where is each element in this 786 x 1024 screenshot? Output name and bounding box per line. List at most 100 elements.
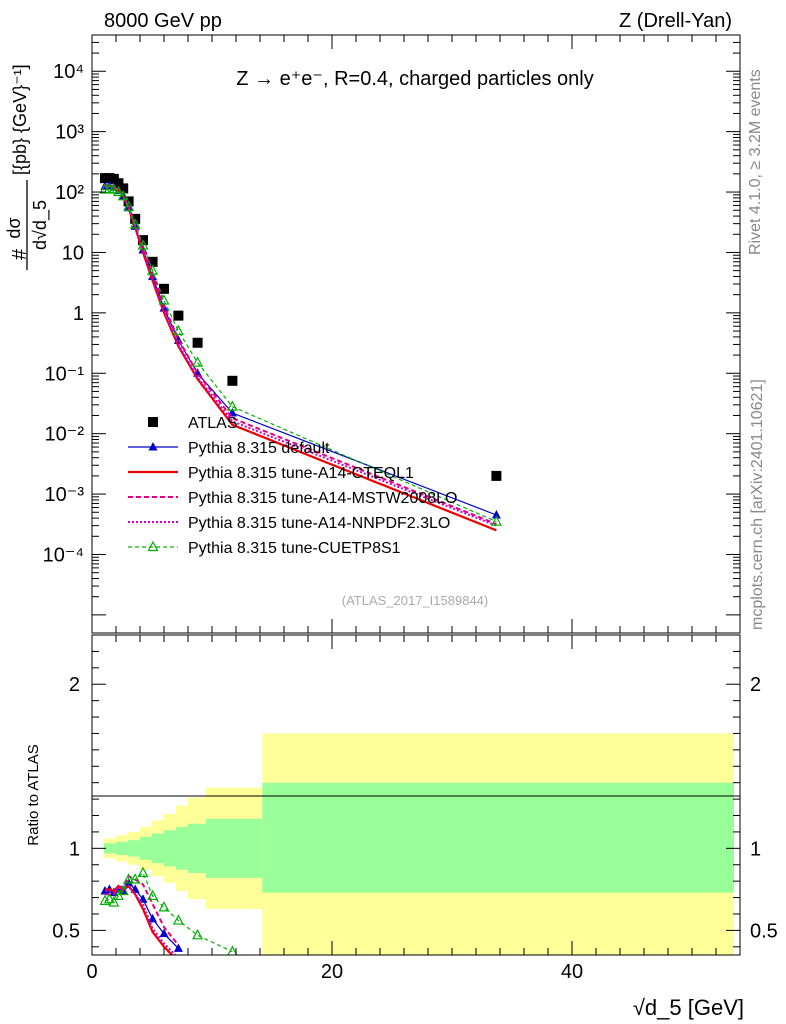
legend-marker-0	[148, 417, 158, 427]
ratio-point-0	[148, 913, 158, 923]
legend: ATLAS Pythia 8.315 default Pythia 8.315 tu…	[128, 415, 457, 557]
ratio-point-4	[227, 945, 238, 955]
x-tick-label: 40	[561, 961, 583, 983]
ratio-y-label-left: 0.5	[52, 920, 80, 942]
data-point-5	[137, 239, 149, 250]
ratio-frame	[91, 634, 741, 956]
data-point-5	[192, 356, 204, 367]
data-point-5	[108, 183, 120, 194]
process-label: Z (Drell-Yan)	[619, 10, 732, 32]
ratio-axes: 0.5 0.51 12 20 20 40	[52, 635, 778, 983]
ylabel-units: [{pb} {GeV}⁻¹]	[10, 64, 30, 175]
y-tick-label: 10⁻¹	[45, 363, 85, 385]
series-line-5	[104, 188, 497, 523]
data-point-5	[226, 400, 238, 411]
y-tick-label: 10⁻³	[45, 484, 85, 506]
ratio-point-0	[124, 877, 134, 887]
data-point-5	[158, 294, 170, 305]
band-inner	[128, 840, 140, 857]
band-inner	[262, 782, 734, 893]
legend-marker-5	[147, 540, 159, 552]
y-tick-label: 1	[73, 303, 84, 325]
data-point-5	[490, 515, 502, 526]
chart-title: Z → e⁺e⁻, R=0.4, charged particles only	[236, 68, 593, 90]
mcplots-label: mcplots.cern.ch [arXiv:2401.10621]	[749, 379, 766, 630]
ratio-point-4	[192, 929, 204, 940]
ratio-series-group	[99, 866, 238, 955]
ratio-point-4	[99, 894, 111, 905]
data-point-0	[159, 283, 169, 294]
band-inner	[116, 841, 128, 855]
ratio-point-0	[138, 894, 148, 903]
ratio-point-4	[137, 866, 149, 878]
rivet-label: Rivet 4.1.0, ≥ 3.2M events	[747, 69, 764, 255]
ratio-point-4	[123, 873, 135, 884]
legend-label-2: Pythia 8.315 tune-A14-CTEQL1	[188, 465, 414, 482]
series-line-3	[105, 185, 497, 525]
ratio-y-label-left: 1	[69, 838, 80, 860]
data-point-5	[147, 264, 159, 275]
legend-label-3: Pythia 8.315 tune-A14-MSTW2008LO	[188, 490, 457, 507]
main-axes: 10⁻⁴ 10⁻³ 10⁻² 10⁻¹ 1 10 10² 10³ 10⁴	[43, 35, 741, 633]
x-tick-label: 20	[321, 961, 343, 983]
ratio-point-4	[108, 896, 120, 907]
y-tick-label: 10³	[55, 122, 84, 144]
band-inner	[188, 823, 206, 873]
ylabel-hash: #	[9, 248, 31, 260]
ylabel-dsigma: dσ	[4, 217, 24, 238]
band-inner	[176, 827, 188, 870]
y-tick-label: 10²	[55, 182, 84, 204]
ratio-line-3	[105, 884, 177, 955]
data-point-0	[227, 375, 238, 386]
data-point-5	[117, 190, 129, 201]
ylabel-dsqrt: d√d_5	[30, 200, 51, 250]
watermark-label: (ATLAS_2017_I1589844)	[342, 593, 488, 608]
ratio-ylabel: Ratio to ATLAS	[25, 744, 42, 845]
band-inner	[152, 833, 164, 864]
legend-label-4: Pythia 8.315 tune-A14-NNPDF2.3LO	[188, 515, 450, 532]
ratio-point-0	[173, 943, 183, 952]
data-point-0	[147, 256, 158, 267]
data-point-5	[112, 185, 124, 197]
xlabel: √d_5 [GeV]	[633, 995, 744, 1020]
data-point-5	[172, 324, 184, 336]
legend-label-5: Pythia 8.315 tune-CUETP8S1	[188, 540, 401, 557]
ratio-y-label-right: 0.5	[750, 920, 778, 942]
x-tick-label: 0	[86, 961, 97, 983]
data-point-5	[129, 218, 141, 229]
ratio-line-2	[105, 874, 180, 946]
data-point-5	[123, 200, 135, 211]
ratio-y-label-right: 2	[750, 674, 761, 696]
legend-marker-1	[148, 442, 158, 451]
main-frame	[91, 34, 741, 634]
ratio-y-label-right: 1	[750, 838, 761, 860]
data-point-1	[491, 510, 501, 519]
legend-label-0: ATLAS	[188, 415, 238, 432]
data-point-0	[192, 337, 203, 348]
ratio-point-4	[103, 892, 115, 904]
y-tick-label: 10⁴	[53, 61, 84, 83]
ratio-y-label-left: 2	[69, 674, 80, 696]
series-line-4	[105, 185, 497, 527]
ratio-point-4	[158, 901, 170, 912]
ratio-point-4	[147, 889, 159, 901]
data-point-0	[118, 183, 129, 194]
ratio-point-4	[172, 914, 184, 925]
ratio-point-4	[112, 889, 124, 901]
data-point-0	[113, 178, 124, 189]
band-inner	[104, 843, 116, 854]
main-ylabel: # dσ d√d_5 [{pb} {GeV}⁻¹]	[4, 64, 51, 270]
ratio-point-4	[129, 873, 141, 884]
band-inner	[140, 836, 152, 860]
ratio-point-0	[159, 928, 169, 938]
ratio-bands	[104, 733, 734, 955]
ratio-point-4	[117, 884, 129, 896]
legend-label-1: Pythia 8.315 default	[188, 440, 330, 457]
energy-label: 8000 GeV pp	[104, 10, 222, 32]
band-inner	[164, 830, 176, 867]
y-tick-label: 10	[62, 242, 84, 264]
data-point-0	[173, 310, 184, 321]
y-tick-label: 10⁻²	[45, 424, 85, 446]
y-tick-label: 10⁻⁴	[43, 544, 84, 566]
